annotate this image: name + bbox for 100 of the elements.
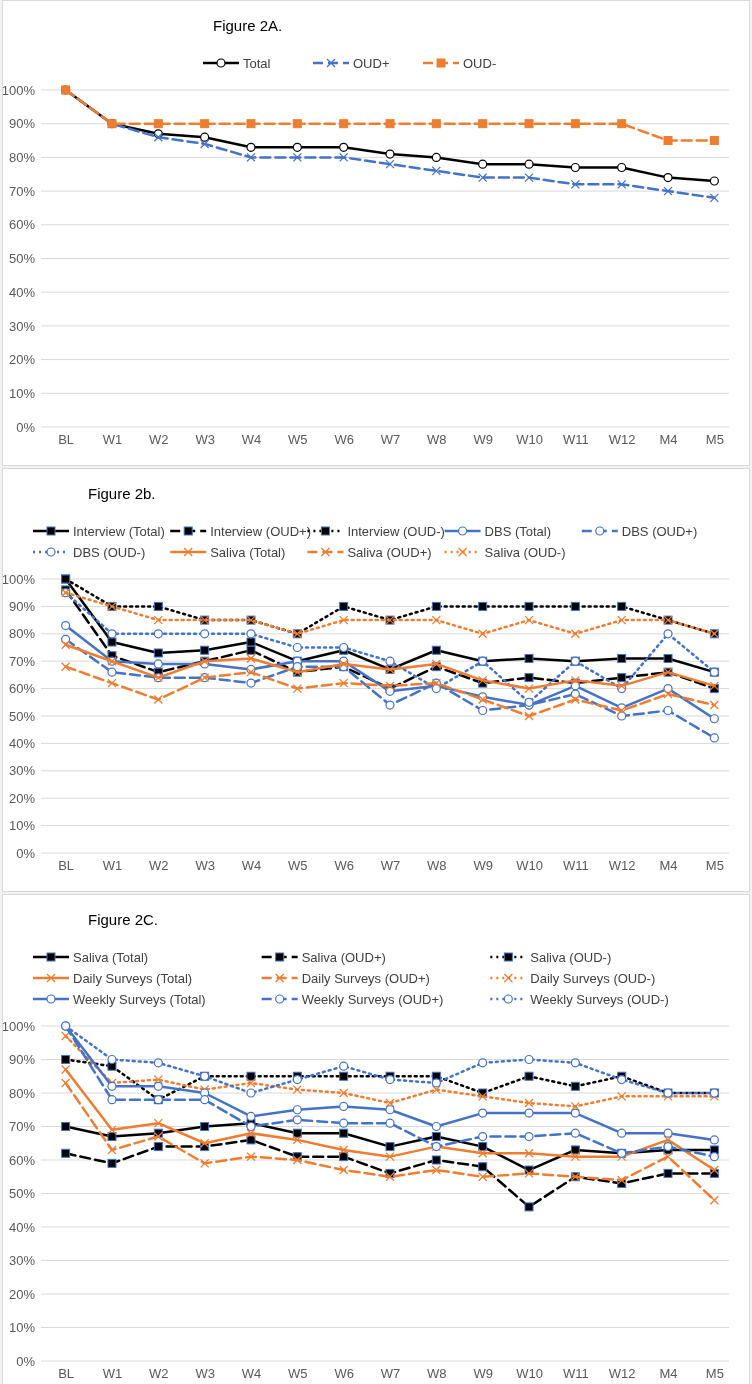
y-tick-label: 90% bbox=[8, 1052, 36, 1068]
y-tick-label: 90% bbox=[8, 599, 36, 615]
legend-label: Weekly Surveys (Total) bbox=[73, 991, 206, 1007]
y-tick-label: 70% bbox=[8, 1119, 36, 1135]
y-tick-label: 20% bbox=[8, 352, 36, 368]
x-tick-label: W12 bbox=[608, 1366, 636, 1382]
x-tick-label: W2 bbox=[149, 858, 169, 874]
x-tick-label: M5 bbox=[705, 858, 724, 874]
y-tick-label: 60% bbox=[8, 681, 36, 697]
x-tick-label: W6 bbox=[334, 1366, 354, 1382]
x-tick-label: W1 bbox=[102, 858, 123, 874]
y-tick-label: 30% bbox=[8, 763, 36, 779]
y-tick-label: 10% bbox=[8, 1320, 36, 1336]
y-tick-label: 100% bbox=[1, 82, 36, 98]
legend-label: OUD- bbox=[463, 55, 497, 71]
x-tick-label: W11 bbox=[562, 1366, 589, 1382]
legend-label: Interview (Total) bbox=[73, 523, 165, 539]
legend-label: Interview (OUD-) bbox=[347, 523, 445, 539]
legend-label: Daily Surveys (Total) bbox=[73, 970, 193, 986]
y-tick-label: 30% bbox=[8, 1253, 36, 1269]
legend-label: Daily Surveys (OUD-) bbox=[530, 970, 656, 986]
x-tick-label: W7 bbox=[380, 1366, 401, 1382]
legend-label: Saliva (OUD+) bbox=[347, 544, 432, 560]
x-tick-label: W12 bbox=[608, 858, 636, 874]
x-tick-label: W2 bbox=[149, 432, 169, 448]
y-tick-label: 10% bbox=[8, 385, 36, 401]
x-tick-label: BL bbox=[58, 1366, 75, 1382]
y-tick-label: 80% bbox=[8, 626, 36, 642]
x-tick-label: W10 bbox=[516, 432, 543, 448]
y-tick-label: 0% bbox=[16, 419, 36, 435]
x-tick-label: W3 bbox=[195, 858, 215, 874]
x-tick-label: W3 bbox=[195, 1366, 215, 1382]
x-tick-label: W1 bbox=[102, 1366, 123, 1382]
x-tick-label: W5 bbox=[288, 432, 308, 448]
y-tick-label: 50% bbox=[8, 708, 36, 724]
y-tick-label: 20% bbox=[8, 1286, 36, 1302]
x-tick-label: W9 bbox=[473, 432, 493, 448]
x-tick-label: M5 bbox=[705, 1366, 724, 1382]
y-tick-label: 100% bbox=[1, 1018, 36, 1034]
y-tick-label: 70% bbox=[8, 653, 36, 669]
y-tick-label: 90% bbox=[8, 116, 36, 132]
legend-label: OUD+ bbox=[353, 55, 390, 71]
y-tick-label: 0% bbox=[16, 1353, 36, 1369]
x-tick-label: W11 bbox=[562, 432, 589, 448]
x-tick-label: W7 bbox=[380, 432, 401, 448]
chart-title: Figure 2A. bbox=[213, 17, 283, 34]
y-tick-label: 10% bbox=[8, 818, 36, 834]
y-tick-label: 0% bbox=[16, 845, 36, 861]
legend-label: Saliva (OUD+) bbox=[301, 949, 386, 965]
x-tick-label: W3 bbox=[195, 432, 215, 448]
x-tick-label: M4 bbox=[659, 1366, 678, 1382]
legend-label: DBS (OUD+) bbox=[621, 523, 698, 539]
x-tick-label: W1 bbox=[102, 432, 123, 448]
x-tick-label: M5 bbox=[705, 432, 724, 448]
x-tick-label: BL bbox=[58, 858, 75, 874]
x-tick-label: W6 bbox=[334, 432, 354, 448]
x-tick-label: W9 bbox=[473, 858, 493, 874]
y-tick-label: 60% bbox=[8, 1152, 36, 1168]
y-tick-label: 80% bbox=[8, 1085, 36, 1101]
x-tick-label: W10 bbox=[516, 858, 543, 874]
y-tick-label: 70% bbox=[8, 183, 36, 199]
x-tick-label: W2 bbox=[149, 1366, 169, 1382]
legend-label: Saliva (OUD-) bbox=[530, 949, 612, 965]
x-tick-label: W9 bbox=[473, 1366, 493, 1382]
x-tick-label: W5 bbox=[288, 1366, 308, 1382]
x-tick-label: W11 bbox=[562, 858, 589, 874]
y-tick-label: 20% bbox=[8, 790, 36, 806]
x-tick-label: W8 bbox=[427, 858, 447, 874]
legend-label: Saliva (Total) bbox=[210, 544, 286, 560]
y-tick-label: 100% bbox=[1, 571, 36, 587]
y-tick-label: 50% bbox=[8, 1186, 36, 1202]
legend-label: Weekly Surveys (OUD-) bbox=[530, 991, 669, 1007]
legend-label: DBS (Total) bbox=[484, 523, 552, 539]
y-tick-label: 50% bbox=[8, 251, 36, 267]
x-tick-label: W8 bbox=[427, 432, 447, 448]
x-tick-label: W4 bbox=[241, 858, 262, 874]
legend-label: Saliva (OUD-) bbox=[484, 544, 566, 560]
legend-label: Daily Surveys (OUD+) bbox=[301, 970, 430, 986]
legend-label: Saliva (Total) bbox=[73, 949, 149, 965]
x-tick-label: W4 bbox=[241, 432, 262, 448]
x-tick-label: W8 bbox=[427, 1366, 447, 1382]
legend-label: Total bbox=[243, 55, 271, 71]
x-tick-label: W12 bbox=[608, 432, 636, 448]
y-tick-label: 30% bbox=[8, 318, 36, 334]
x-tick-label: W7 bbox=[380, 858, 401, 874]
x-tick-label: W10 bbox=[516, 1366, 543, 1382]
x-tick-label: M4 bbox=[659, 432, 678, 448]
y-tick-label: 40% bbox=[8, 736, 36, 752]
chart-title: Figure 2C. bbox=[88, 911, 159, 928]
legend-label: DBS (OUD-) bbox=[73, 544, 146, 560]
x-tick-label: W6 bbox=[334, 858, 354, 874]
y-tick-label: 40% bbox=[8, 284, 36, 300]
y-tick-label: 80% bbox=[8, 150, 36, 166]
legend-label: Interview (OUD+) bbox=[210, 523, 311, 539]
x-tick-label: W4 bbox=[241, 1366, 262, 1382]
y-tick-label: 40% bbox=[8, 1219, 36, 1235]
y-tick-label: 60% bbox=[8, 217, 36, 233]
chart-title: Figure 2b. bbox=[88, 485, 156, 502]
legend-label: Weekly Surveys (OUD+) bbox=[301, 991, 444, 1007]
x-tick-label: W5 bbox=[288, 858, 308, 874]
